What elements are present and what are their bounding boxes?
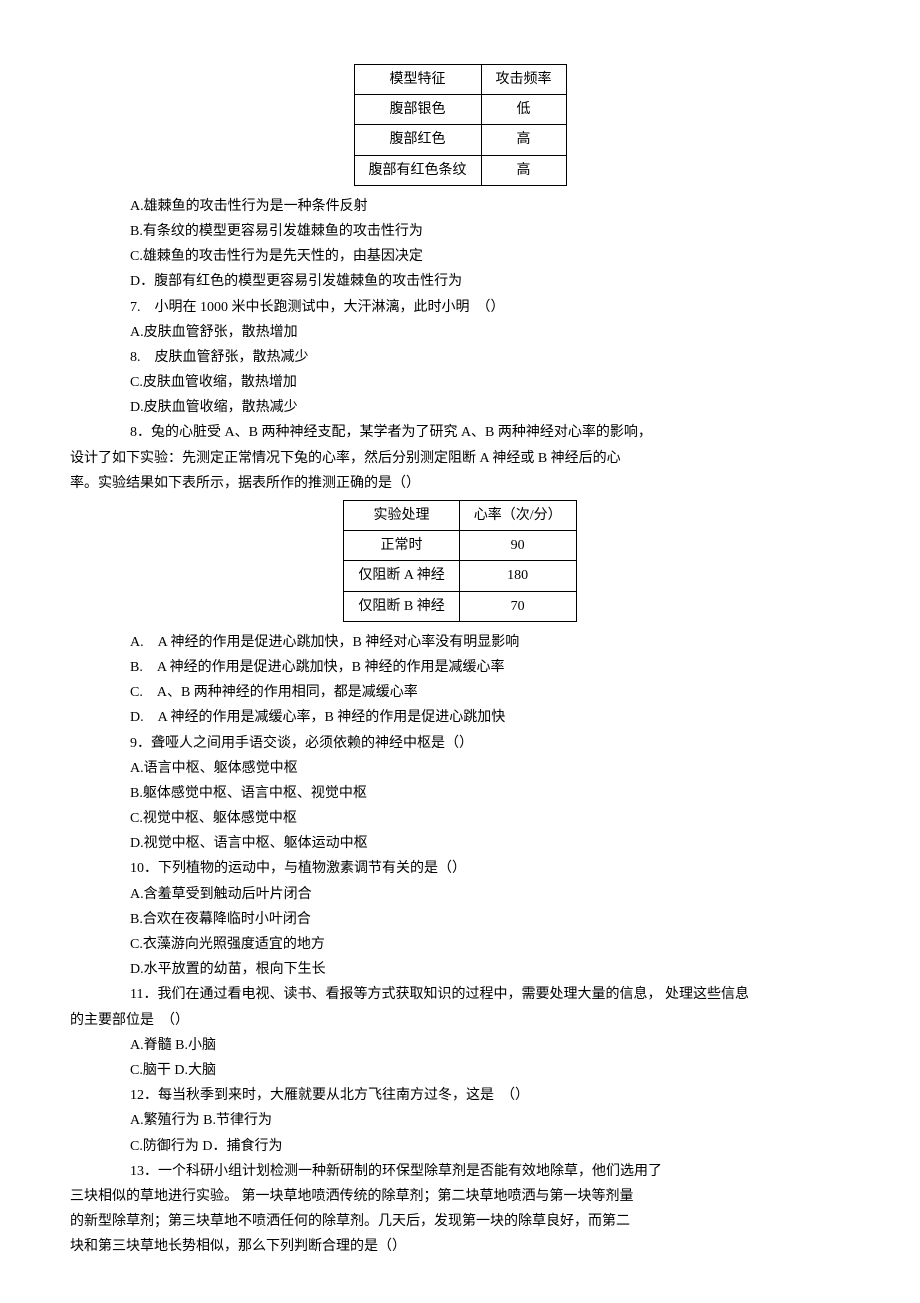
q13-l1: 13．一个科研小组计划检测一种新研制的环保型除草剂是否能有效地除草，他们选用了 (70, 1159, 850, 1184)
q11-opt-ab: A.脊髓 B.小脑 (70, 1033, 850, 1058)
q6-opt-b: B.有条纹的模型更容易引发雄棘鱼的攻击性行为 (70, 219, 850, 244)
t2-r0c1: 90 (459, 531, 576, 561)
q10-opt-b: B.合欢在夜幕降临时小叶闭合 (70, 907, 850, 932)
q10-opt-d: D.水平放置的幼苗，根向下生长 (70, 957, 850, 982)
q8-opt-a: A. A 神经的作用是促进心跳加快，B 神经对心率没有明显影响 (70, 630, 850, 655)
q7-opt-a: A.皮肤血管舒张，散热增加 (70, 320, 850, 345)
t1-r2c1: 高 (481, 155, 566, 185)
t2-r2c1: 70 (459, 591, 576, 621)
t1-r2c0: 腹部有红色条纹 (354, 155, 481, 185)
q8-stem-l1: 8．兔的心脏受 A、B 两种神经支配，某学者为了研究 A、B 两种神经对心率的影… (70, 420, 850, 445)
q10-opt-c: C.衣藻游向光照强度适宜的地方 (70, 932, 850, 957)
t2-r1c0: 仅阻断 A 神经 (344, 561, 459, 591)
q8-stem-l3: 率。实验结果如下表所示，据表所作的推测正确的是（） (70, 471, 850, 496)
q13-l2: 三块相似的草地进行实验。 第一块草地喷洒传统的除草剂；第二块草地喷洒与第一块等剂… (70, 1184, 850, 1209)
document-body: 模型特征 攻击频率 腹部银色 低 腹部红色 高 腹部有红色条纹 高 A.雄棘鱼的… (70, 64, 850, 1259)
q8-opt-d: D. A 神经的作用是减缓心率，B 神经的作用是促进心跳加快 (70, 705, 850, 730)
t2-r2c0: 仅阻断 B 神经 (344, 591, 459, 621)
q13-l3: 的新型除草剂；第三块草地不喷洒任何的除草剂。几天后，发现第一块的除草良好，而第二 (70, 1209, 850, 1234)
q8-opt-b: B. A 神经的作用是促进心跳加快，B 神经的作用是减缓心率 (70, 655, 850, 680)
q8-opt-c: C. A、B 两种神经的作用相同，都是减缓心率 (70, 680, 850, 705)
q10-opt-a: A.含羞草受到触动后叶片闭合 (70, 882, 850, 907)
q12-opt-ab: A.繁殖行为 B.节律行为 (70, 1108, 850, 1133)
q7-stem: 7. 小明在 1000 米中长跑测试中，大汗淋漓，此时小明 （） (70, 295, 850, 320)
t1-r0c0: 腹部银色 (354, 95, 481, 125)
t2-r1c1: 180 (459, 561, 576, 591)
t2-r0c0: 正常时 (344, 531, 459, 561)
q12-opt-cd: C.防御行为 D．捕食行为 (70, 1134, 850, 1159)
t2-h2: 心率（次/分） (459, 501, 576, 531)
q11-stem-l1: 11．我们在通过看电视、读书、看报等方式获取知识的过程中，需要处理大量的信息， … (70, 982, 850, 1007)
table-heart-rate: 实验处理 心率（次/分） 正常时 90 仅阻断 A 神经 180 仅阻断 B 神… (343, 500, 576, 622)
q7-opt-b: 8. 皮肤血管舒张，散热减少 (70, 345, 850, 370)
q7-opt-c: C.皮肤血管收缩，散热增加 (70, 370, 850, 395)
t2-h1: 实验处理 (344, 501, 459, 531)
q6-opt-c: C.雄棘鱼的攻击性行为是先天性的，由基因决定 (70, 244, 850, 269)
q12-stem: 12．每当秋季到来时，大雁就要从北方飞往南方过冬，这是 （） (70, 1083, 850, 1108)
table-model-attack: 模型特征 攻击频率 腹部银色 低 腹部红色 高 腹部有红色条纹 高 (354, 64, 567, 186)
q7-opt-d: D.皮肤血管收缩，散热减少 (70, 395, 850, 420)
q9-opt-b: B.躯体感觉中枢、语言中枢、视觉中枢 (70, 781, 850, 806)
q8-stem-l2: 设计了如下实验：先测定正常情况下兔的心率，然后分别测定阻断 A 神经或 B 神经… (70, 446, 850, 471)
t1-h1: 模型特征 (354, 65, 481, 95)
q6-opt-d: D．腹部有红色的模型更容易引发雄棘鱼的攻击性行为 (70, 269, 850, 294)
q11-stem-l2: 的主要部位是 （） (70, 1008, 850, 1033)
t1-r1c1: 高 (481, 125, 566, 155)
q9-opt-c: C.视觉中枢、躯体感觉中枢 (70, 806, 850, 831)
t1-r0c1: 低 (481, 95, 566, 125)
q9-stem: 9．聋哑人之间用手语交谈，必须依赖的神经中枢是（） (70, 731, 850, 756)
q11-opt-cd: C.脑干 D.大脑 (70, 1058, 850, 1083)
q6-opt-a: A.雄棘鱼的攻击性行为是一种条件反射 (70, 194, 850, 219)
t1-r1c0: 腹部红色 (354, 125, 481, 155)
q9-opt-d: D.视觉中枢、语言中枢、躯体运动中枢 (70, 831, 850, 856)
q9-opt-a: A.语言中枢、躯体感觉中枢 (70, 756, 850, 781)
q13-l4: 块和第三块草地长势相似，那么下列判断合理的是（） (70, 1234, 850, 1259)
q10-stem: 10．下列植物的运动中，与植物激素调节有关的是（） (70, 856, 850, 881)
t1-h2: 攻击频率 (481, 65, 566, 95)
